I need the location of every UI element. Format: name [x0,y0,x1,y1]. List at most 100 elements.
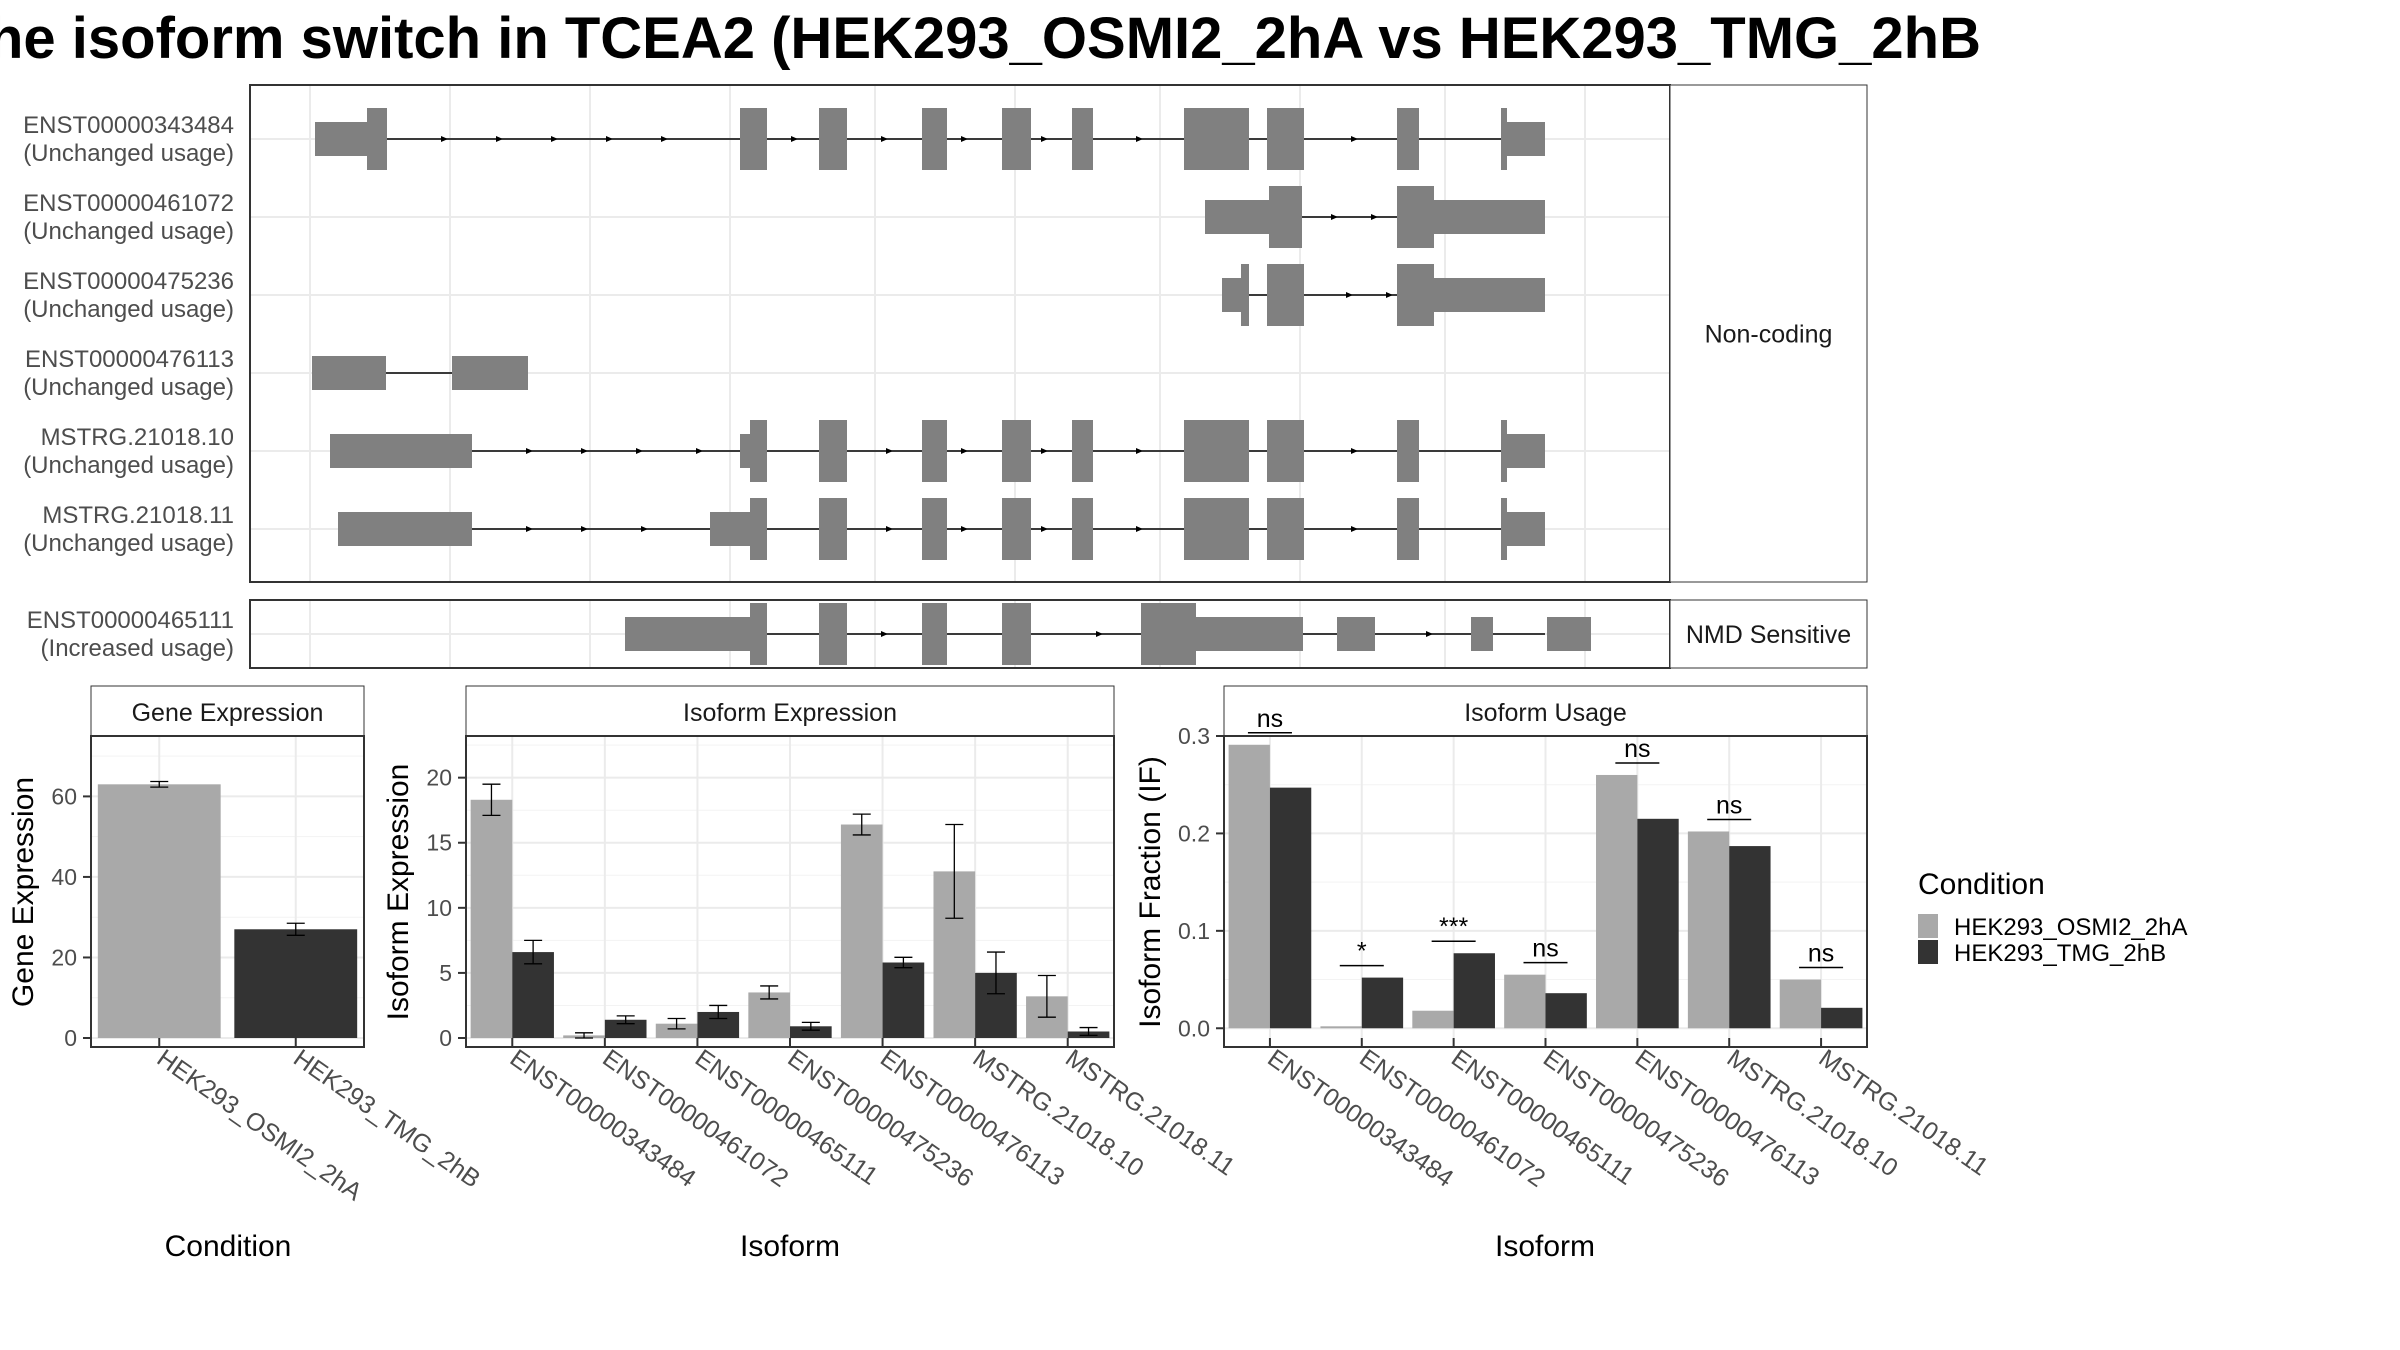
coding-exon [819,108,847,170]
coding-exon [750,498,767,560]
coding-exon [1072,108,1093,170]
coding-exon [750,603,767,665]
panel-border [1223,735,1868,1048]
intron-direction-arrow [606,136,613,142]
bar [1729,846,1771,1029]
y-tick-label: 60 [51,783,77,809]
intron-direction-arrow [641,526,648,532]
intron-direction-arrow [1136,136,1143,142]
figure-title: he isoform switch in TCEA2 (HEK293_OSMI2… [0,6,1981,71]
bar [97,784,221,1038]
noncoding-exon [315,122,367,156]
bar [1504,974,1546,1029]
transcript-structure-panel: ENST00000343484(Unchanged usage)ENST0000… [23,84,1868,669]
intron-direction-arrow [1351,448,1358,454]
significance-label: *** [1439,913,1468,941]
intron-direction-arrow [661,136,668,142]
facet-strip-label: Non-coding [1705,321,1833,349]
coding-exon [1397,498,1419,560]
coding-exon [1072,420,1093,482]
transcript-id-label: ENST00000343484 [23,112,234,139]
coding-exon [1141,603,1196,665]
y-axis-title: Gene Expression [7,777,40,1007]
y-tick-label: 40 [51,864,77,890]
intron-direction-arrow [961,136,968,142]
intron-direction-arrow [1136,448,1143,454]
y-axis-title: Isoform Fraction (IF) [1134,756,1167,1028]
coding-exon [1267,108,1304,170]
coding-exon [1501,108,1507,170]
bar [1453,953,1495,1029]
coding-exon [1072,498,1093,560]
transcript-row: ENST00000476113(Unchanged usage) [23,346,528,401]
transcript-row: ENST00000461072(Unchanged usage) [23,186,1545,248]
intron-direction-arrow [1041,448,1048,454]
coding-exon [819,420,847,482]
transcript-row: ENST00000343484(Unchanged usage) [23,108,1545,170]
transcript-id-label: ENST00000475236 [23,268,234,295]
bar [1779,979,1822,1029]
y-tick-label: 0.0 [1178,1015,1210,1041]
intron-direction-arrow [1041,136,1048,142]
y-tick-label: 15 [426,830,452,856]
transcript-id-label: ENST00000465111 [27,607,234,634]
noncoding-exon [1196,617,1303,651]
intron-direction-arrow [581,448,588,454]
bar [1687,831,1730,1029]
bar [470,799,513,1038]
transcript-id-label: MSTRG.21018.10 [41,424,234,451]
transcript-usage-label: (Unchanged usage) [23,452,234,479]
intron-direction-arrow [1351,526,1358,532]
intron-direction-arrow [551,136,558,142]
noncoding-exon [1471,617,1493,651]
noncoding-exon [338,512,472,546]
bar [1637,818,1679,1029]
coding-exon [750,420,767,482]
bar-panel: Isoform Usage0.00.10.20.3nsENST000003434… [1134,685,1993,1263]
noncoding-exon [1507,122,1545,156]
coding-exon [819,498,847,560]
intron-direction-arrow [881,136,888,142]
transcript-row: MSTRG.21018.11(Unchanged usage) [23,498,1545,560]
coding-exon [1241,264,1249,326]
bar [1821,1007,1863,1029]
bar [655,1023,698,1038]
intron-direction-arrow [1371,214,1378,220]
intron-direction-arrow [961,448,968,454]
intron-direction-arrow [696,448,703,454]
coding-exon [740,108,767,170]
legend-label-cond2: HEK293_TMG_2hB [1954,940,2166,967]
panel-title: Isoform Usage [1464,699,1627,727]
significance-label: ns [1808,940,1834,968]
y-tick-label: 0.1 [1178,918,1210,944]
noncoding-exon [625,617,750,651]
coding-exon [1002,420,1031,482]
bar [604,1019,647,1038]
coding-exon [1184,498,1249,560]
noncoding-exon [710,512,750,546]
intron-direction-arrow [881,631,888,637]
panel-title-strip [90,685,365,737]
intron-direction-arrow [791,136,798,142]
coding-exon [1184,108,1249,170]
significance-label: ns [1257,705,1283,733]
y-tick-label: 20 [51,944,77,970]
condition-legend: Condition HEK293_OSMI2_2hA HEK293_TMG_2h… [1918,868,2187,967]
noncoding-exon [330,434,472,468]
noncoding-exon [1337,617,1375,651]
bar [882,962,925,1038]
intron-direction-arrow [496,136,503,142]
transcript-row: ENST00000465111(Increased usage) [27,603,1591,665]
structure-group: ENST00000465111(Increased usage) NMD Sens… [27,599,1868,669]
intron-direction-arrow [886,448,893,454]
noncoding-exon [312,356,386,390]
coding-exon [367,108,387,170]
facet-strip-label: NMD Sensitive [1686,621,1851,649]
transcript-usage-label: (Unchanged usage) [23,218,234,245]
legend-title: Condition [1918,868,2045,901]
intron-direction-arrow [886,526,893,532]
x-axis-title: Isoform [740,1230,840,1263]
bar [790,1026,832,1038]
coding-exon [1397,420,1419,482]
